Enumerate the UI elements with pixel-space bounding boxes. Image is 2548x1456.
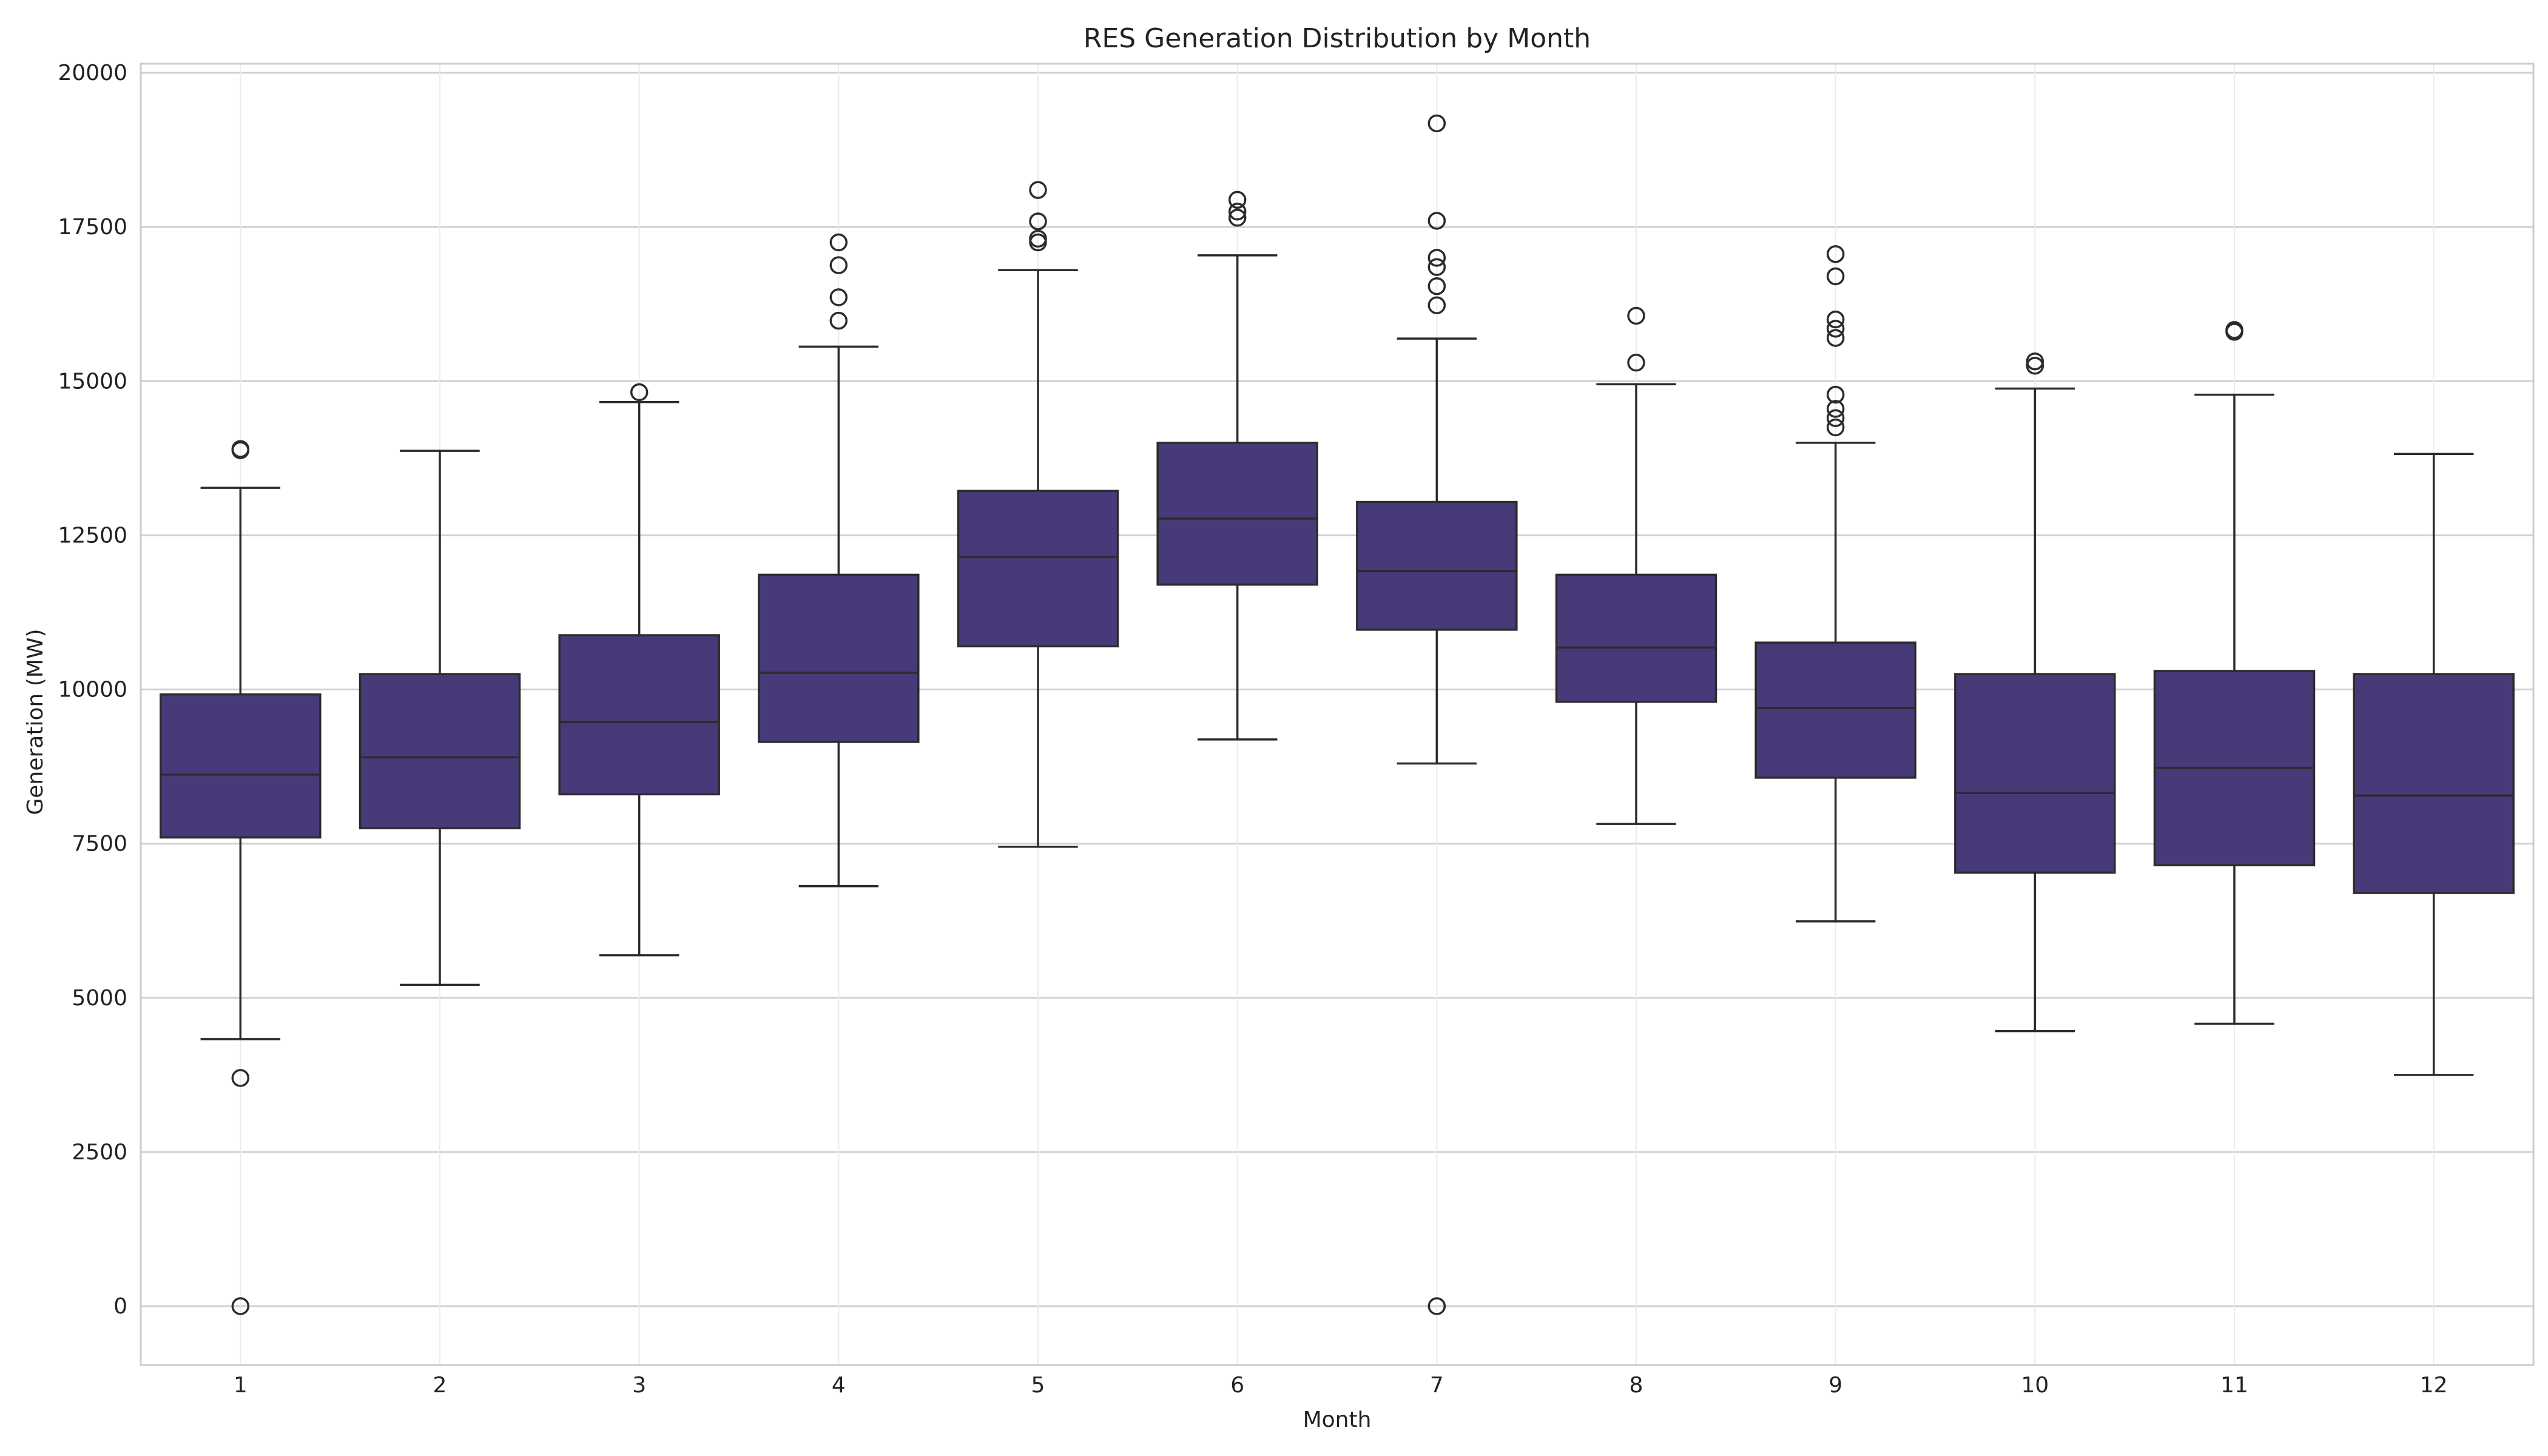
outlier-point <box>1427 249 1446 267</box>
y-tick-label: 10000 <box>58 678 127 703</box>
outlier-point <box>1826 329 1845 347</box>
x-tick-label: 10 <box>2021 1373 2049 1398</box>
iqr-box <box>1356 500 1518 631</box>
x-tick-label: 4 <box>832 1373 846 1398</box>
outlier-point <box>1427 296 1446 314</box>
y-tick-label: 0 <box>113 1294 127 1319</box>
box-month-7 <box>1356 114 1518 1315</box>
outlier-point <box>2225 321 2243 339</box>
x-tick-label: 12 <box>2420 1373 2448 1398</box>
box-month-8 <box>1555 306 1717 825</box>
outlier-point <box>1029 181 1047 199</box>
box-month-5 <box>957 181 1119 848</box>
plot-frame <box>140 62 2535 1366</box>
x-tick-labels: 1 2 3 4 5 6 7 8 9 10 11 12 <box>234 1373 2448 1398</box>
y-tick-label: 17500 <box>58 215 127 240</box>
box-month-1 <box>160 440 322 1315</box>
y-tick-label: 7500 <box>72 832 127 857</box>
box-month-9 <box>1754 245 1916 923</box>
outlier-point <box>231 1297 250 1315</box>
iqr-box <box>1754 641 1916 779</box>
outlier-point <box>231 1069 250 1087</box>
x-tick-label: 2 <box>433 1373 447 1398</box>
box-month-11 <box>2153 321 2316 1025</box>
box-month-6 <box>1156 190 1318 741</box>
outlier-point <box>231 440 250 458</box>
outlier-point <box>1427 1297 1446 1315</box>
outlier-point <box>1029 212 1047 231</box>
iqr-box <box>359 673 521 829</box>
outlier-point <box>2026 357 2044 375</box>
y-tick-label: 20000 <box>58 61 127 86</box>
outlier-point <box>1826 267 1845 286</box>
x-tick-label: 7 <box>1430 1373 1444 1398</box>
outlier-point <box>829 256 848 274</box>
iqr-box <box>1954 673 2116 874</box>
outlier-point <box>1029 229 1047 248</box>
iqr-box <box>558 634 720 796</box>
y-axis-label: Generation (MW) <box>23 629 48 815</box>
outlier-point <box>1826 310 1845 329</box>
y-tick-label: 2500 <box>72 1140 127 1165</box>
x-tick-label: 5 <box>1031 1373 1045 1398</box>
outlier-point <box>1228 190 1247 209</box>
iqr-box <box>2353 673 2515 894</box>
iqr-box <box>1555 573 1717 703</box>
outlier-point <box>1427 114 1446 133</box>
x-tick-label: 6 <box>1230 1373 1244 1398</box>
x-tick-label: 3 <box>632 1373 646 1398</box>
outlier-point <box>1627 354 1645 372</box>
y-tick-label: 12500 <box>58 523 127 548</box>
outlier-point <box>1427 277 1446 295</box>
outlier-point <box>1826 245 1845 263</box>
iqr-box <box>1156 442 1318 586</box>
box-month-10 <box>1954 352 2116 1033</box>
x-axis-label: Month <box>1303 1407 1372 1432</box>
outlier-point <box>1427 258 1446 276</box>
outlier-point <box>829 288 848 306</box>
iqr-box <box>957 490 1119 648</box>
outlier-point <box>630 383 649 402</box>
outlier-point <box>1228 209 1247 227</box>
outlier-point <box>1427 212 1446 230</box>
x-tick-label: 11 <box>2220 1373 2248 1398</box>
y-tick-labels: 0 2500 5000 7500 10000 12500 15000 17500 20000 <box>58 61 127 1319</box>
outlier-point <box>1228 202 1247 221</box>
box-month-4 <box>758 233 920 888</box>
outlier-point <box>1826 409 1845 427</box>
iqr-box <box>758 573 920 743</box>
outlier-point <box>2026 352 2044 371</box>
outlier-point <box>1627 306 1645 325</box>
box-month-12 <box>2353 453 2515 1076</box>
x-tick-label: 9 <box>1828 1373 1842 1398</box>
x-tick-label: 8 <box>1630 1373 1643 1398</box>
box-month-2 <box>359 450 521 986</box>
iqr-box <box>160 693 322 839</box>
chart-title: RES Generation Distribution by Month <box>1084 23 1591 54</box>
outlier-point <box>1826 320 1845 338</box>
outlier-point <box>829 233 848 252</box>
y-tick-label: 5000 <box>72 986 127 1011</box>
boxes <box>160 114 2515 1315</box>
outlier-point <box>1826 400 1845 418</box>
y-tick-label: 15000 <box>58 369 127 394</box>
outlier-point <box>829 311 848 330</box>
box-month-3 <box>558 383 720 957</box>
x-tick-label: 1 <box>234 1373 248 1398</box>
outlier-point <box>1826 385 1845 404</box>
outlier-point <box>1826 418 1845 437</box>
